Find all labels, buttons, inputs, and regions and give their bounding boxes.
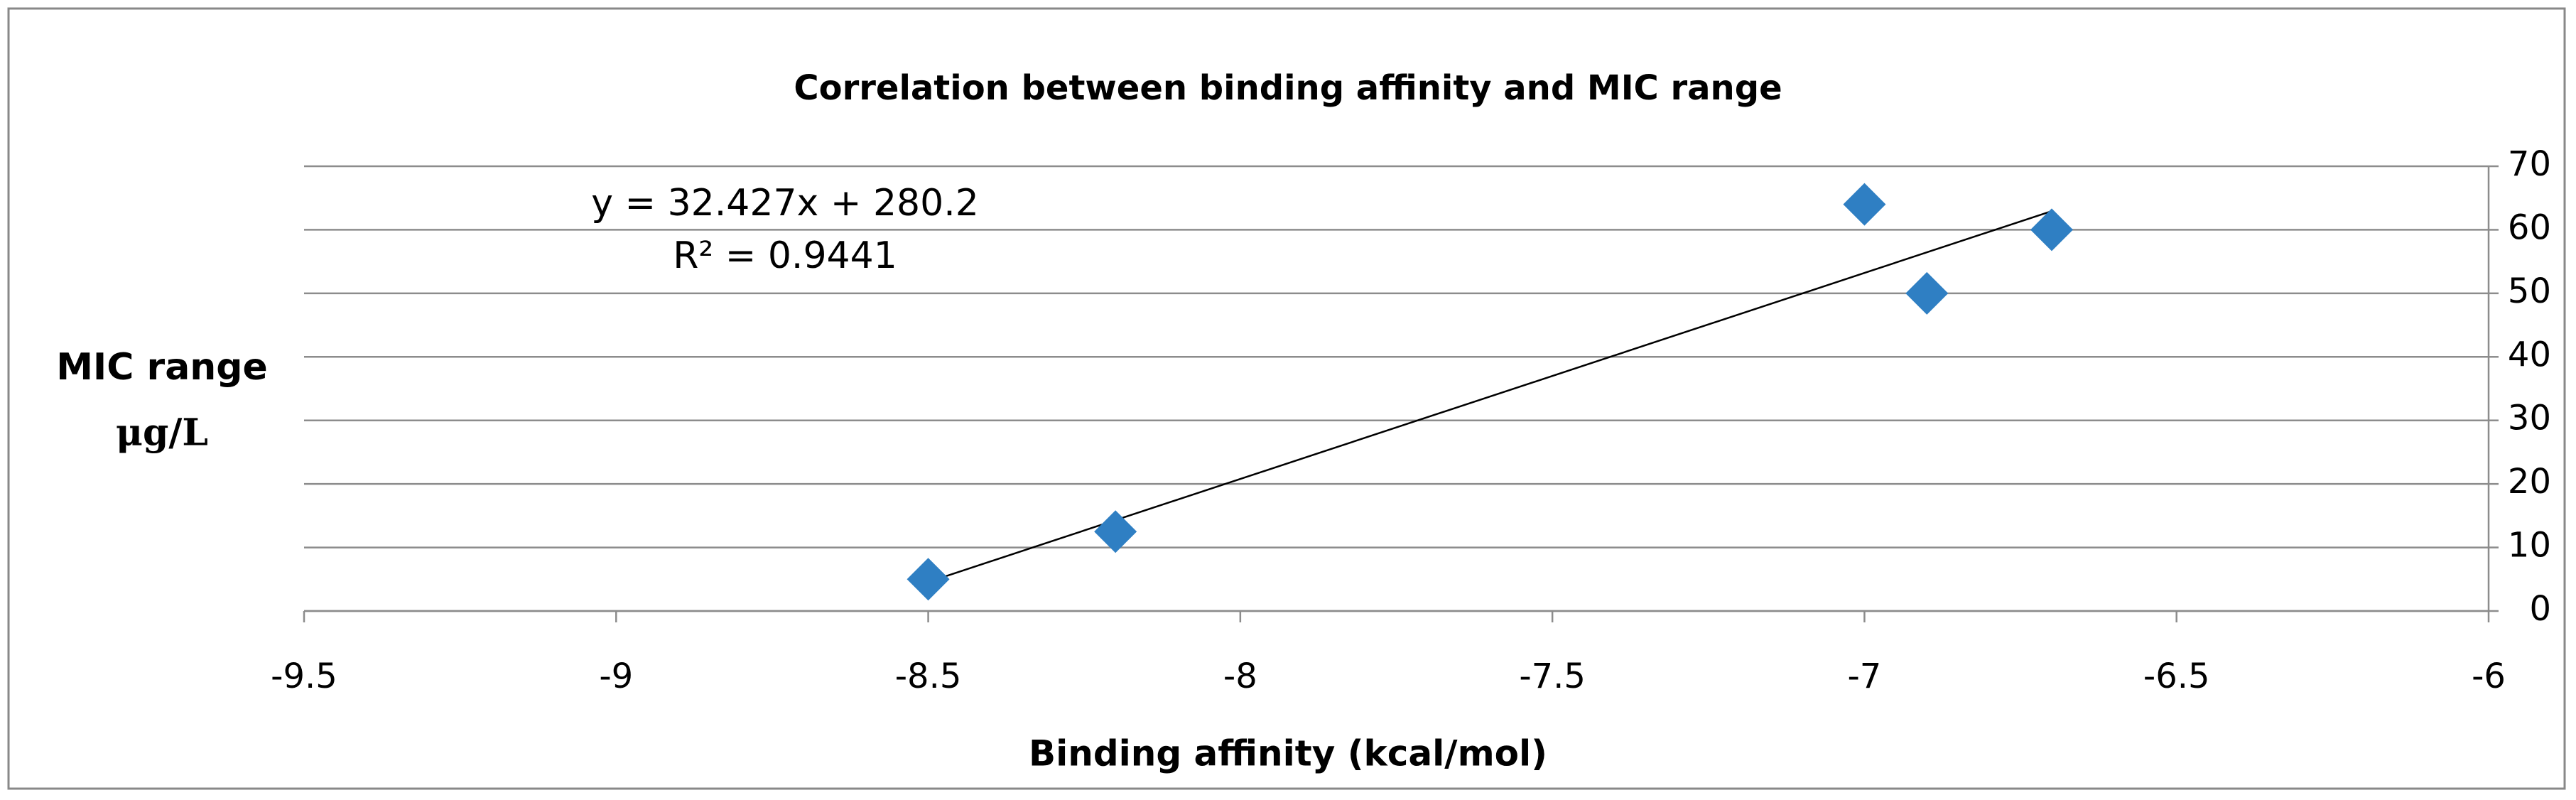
chart-border [7, 7, 2566, 790]
x-tick-label: -6 [2472, 656, 2506, 696]
y-tick-label: 70 [2508, 144, 2551, 184]
y-tick-label: 50 [2508, 271, 2551, 311]
x-axis-title: Binding affinity (kcal/mol) [1029, 733, 1547, 774]
x-tick-label: -6.5 [2143, 656, 2210, 696]
y-tick-label: 20 [2508, 462, 2551, 502]
trendline-r-squared: R² = 0.9441 [673, 234, 897, 277]
x-tick-label: -8.5 [895, 656, 962, 696]
x-tick-label: -7.5 [1519, 656, 1586, 696]
data-point [1094, 510, 1137, 553]
y-tick-label: 40 [2508, 335, 2551, 374]
y-axis-title: μg/L [116, 411, 208, 455]
chart-title: Correlation between binding affinity and… [794, 68, 1782, 108]
data-point [907, 558, 950, 601]
data-point [1905, 271, 1949, 315]
y-tick-label: 0 [2529, 589, 2551, 629]
x-tick-label: -8 [1223, 656, 1257, 696]
data-point [1843, 183, 1886, 226]
y-axis-title: MIC range [56, 346, 268, 389]
x-tick-label: -9 [599, 656, 633, 696]
x-tick-label: -7 [1847, 656, 1881, 696]
data-point [2030, 208, 2073, 252]
y-tick-label: 10 [2508, 526, 2551, 566]
y-tick-label: 30 [2508, 399, 2551, 438]
trendline-equation: y = 32.427x + 280.2 [591, 182, 979, 225]
x-tick-label: -9.5 [271, 656, 337, 696]
y-tick-label: 60 [2508, 207, 2551, 247]
